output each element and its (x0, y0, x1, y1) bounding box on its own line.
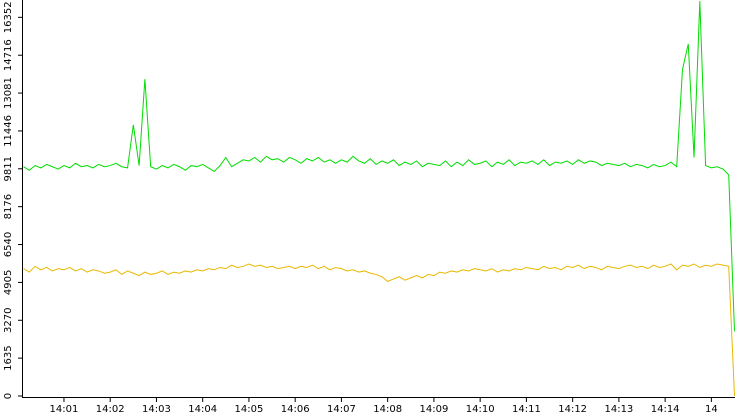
x-tick-label: 14:04 (188, 404, 217, 415)
y-tick-label: 3270 (3, 308, 14, 333)
x-tick-label: 14:11 (512, 404, 541, 415)
y-tick-label: 8176 (3, 194, 14, 219)
y-tick-label: 4905 (3, 270, 14, 295)
x-tick-label: 14 (705, 404, 718, 415)
series-line (23, 263, 735, 397)
y-tick-label: 13081 (3, 77, 14, 109)
x-tick-label: 14:06 (281, 404, 310, 415)
y-tick-label: 9811 (3, 156, 14, 181)
x-tick-label: 14:13 (604, 404, 633, 415)
x-tick-label: 14:10 (466, 404, 495, 415)
y-tick-label: 0 (3, 393, 14, 399)
x-tick-label: 14:03 (142, 404, 171, 415)
x-tick-label: 14:07 (327, 404, 356, 415)
y-tick-label: 11446 (3, 115, 14, 147)
y-tick-label: 1635 (3, 345, 14, 370)
x-tick-label: 14:08 (373, 404, 402, 415)
x-tick-label: 14:12 (558, 404, 587, 415)
y-tick-label: 14716 (3, 39, 14, 71)
x-tick-label: 14:14 (651, 404, 680, 415)
series-line (23, 1, 735, 332)
x-tick-label: 14:02 (96, 404, 125, 415)
x-tick-label: 14:05 (235, 404, 264, 415)
x-tick-label: 14:01 (50, 404, 79, 415)
y-tick-label: 6540 (3, 232, 14, 257)
x-tick-label: 14:09 (420, 404, 449, 415)
y-tick-label: 16352 (3, 1, 14, 33)
